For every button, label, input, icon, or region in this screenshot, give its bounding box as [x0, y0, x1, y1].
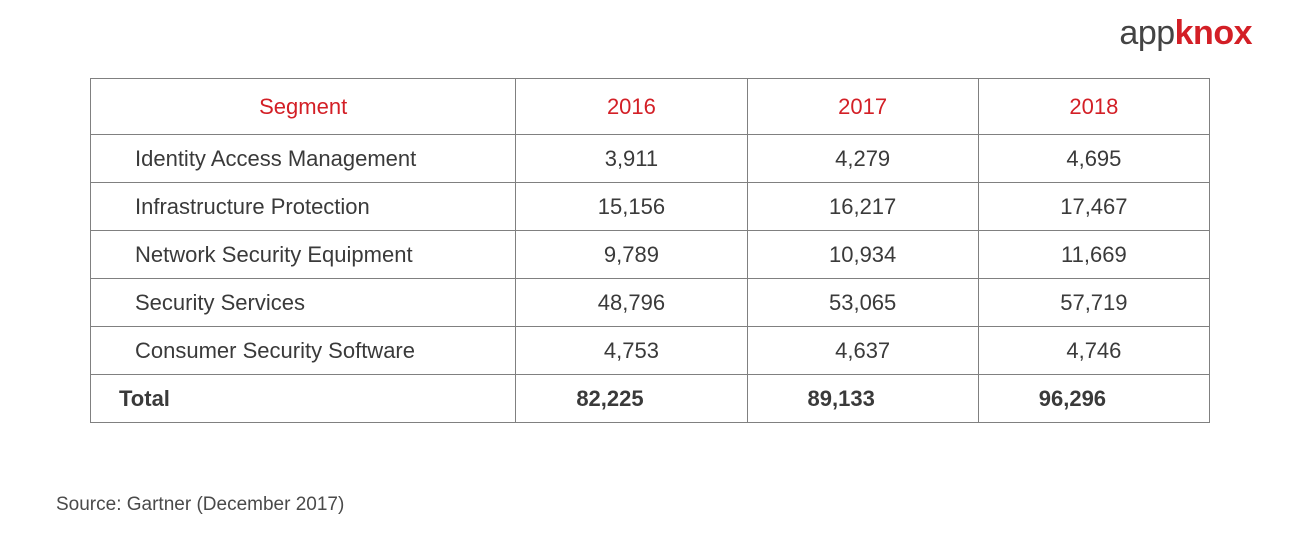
cell-total-label: Total	[91, 375, 516, 423]
cell-value: 4,637	[747, 327, 978, 375]
cell-value: 15,156	[516, 183, 747, 231]
table-total-row: Total 82,225 89,133 96,296	[91, 375, 1210, 423]
col-header-segment: Segment	[91, 79, 516, 135]
cell-value: 11,669	[978, 231, 1209, 279]
cell-total-value: 89,133	[747, 375, 978, 423]
brand-logo-part-a: app	[1119, 14, 1174, 52]
table-header-row: Segment 2016 2017 2018	[91, 79, 1210, 135]
cell-value: 16,217	[747, 183, 978, 231]
col-header-2016: 2016	[516, 79, 747, 135]
cell-segment: Infrastructure Protection	[91, 183, 516, 231]
cell-total-value: 96,296	[978, 375, 1209, 423]
col-header-2017: 2017	[747, 79, 978, 135]
cell-segment: Identity Access Management	[91, 135, 516, 183]
cell-segment: Security Services	[91, 279, 516, 327]
cell-segment: Consumer Security Software	[91, 327, 516, 375]
cell-value: 17,467	[978, 183, 1209, 231]
table-row: Identity Access Management 3,911 4,279 4…	[91, 135, 1210, 183]
source-note: Source: Gartner (December 2017)	[56, 494, 344, 516]
cell-value: 3,911	[516, 135, 747, 183]
brand-logo: appknox	[1119, 16, 1252, 50]
cell-value: 57,719	[978, 279, 1209, 327]
table-row: Security Services 48,796 53,065 57,719	[91, 279, 1210, 327]
cell-value: 4,753	[516, 327, 747, 375]
brand-logo-part-b: knox	[1175, 14, 1252, 52]
data-table-container: Segment 2016 2017 2018 Identity Access M…	[90, 78, 1210, 423]
cell-value: 53,065	[747, 279, 978, 327]
cell-value: 4,746	[978, 327, 1209, 375]
cell-value: 9,789	[516, 231, 747, 279]
cell-segment: Network Security Equipment	[91, 231, 516, 279]
cell-value: 4,695	[978, 135, 1209, 183]
segment-spend-table: Segment 2016 2017 2018 Identity Access M…	[90, 78, 1210, 423]
cell-total-value: 82,225	[516, 375, 747, 423]
table-row: Infrastructure Protection 15,156 16,217 …	[91, 183, 1210, 231]
cell-value: 4,279	[747, 135, 978, 183]
table-row: Consumer Security Software 4,753 4,637 4…	[91, 327, 1210, 375]
table-row: Network Security Equipment 9,789 10,934 …	[91, 231, 1210, 279]
cell-value: 10,934	[747, 231, 978, 279]
col-header-2018: 2018	[978, 79, 1209, 135]
cell-value: 48,796	[516, 279, 747, 327]
